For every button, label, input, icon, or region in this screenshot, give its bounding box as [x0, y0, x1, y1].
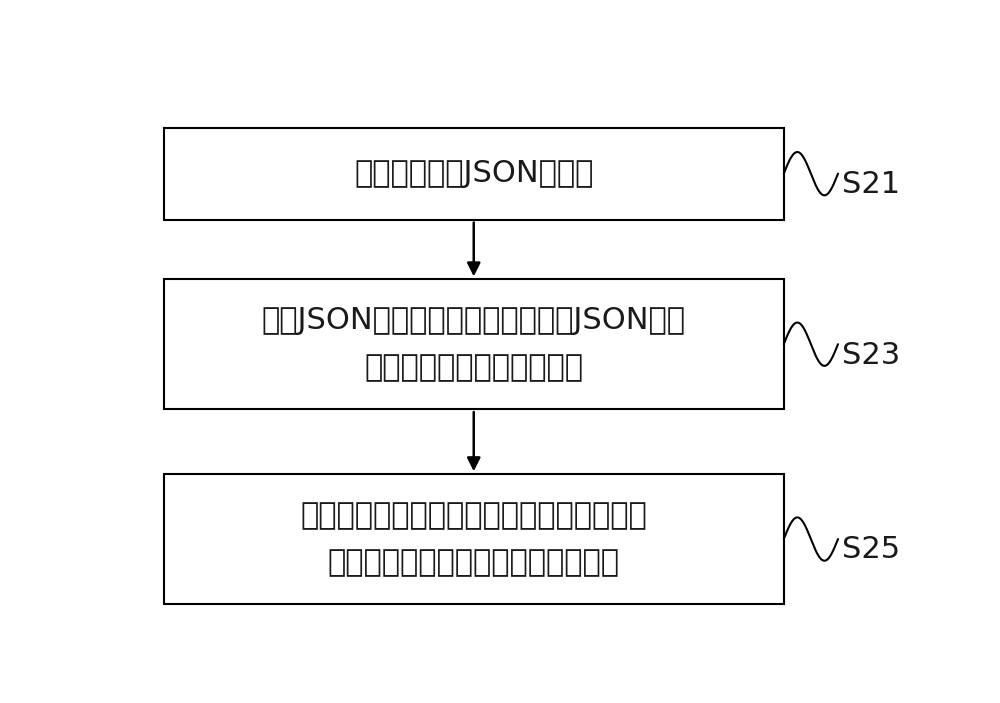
Text: S25: S25 [842, 536, 900, 565]
Text: 按照预先设置的聚合处理参数对字段集合中
的字段进行聚合处理，确定聚合指标: 按照预先设置的聚合处理参数对字段集合中 的字段进行聚合处理，确定聚合指标 [300, 501, 647, 577]
Text: 获取待处理的JSON字符串: 获取待处理的JSON字符串 [354, 159, 593, 188]
Bar [164, 279, 784, 409]
Bar [164, 128, 784, 219]
Bar [164, 474, 784, 604]
Text: S21: S21 [842, 170, 900, 199]
Text: S23: S23 [842, 340, 900, 370]
Text: 根据JSON字符串的第一格式规则对JSON字符
串进行拆分，生成字段集合: 根据JSON字符串的第一格式规则对JSON字符 串进行拆分，生成字段集合 [262, 306, 686, 382]
